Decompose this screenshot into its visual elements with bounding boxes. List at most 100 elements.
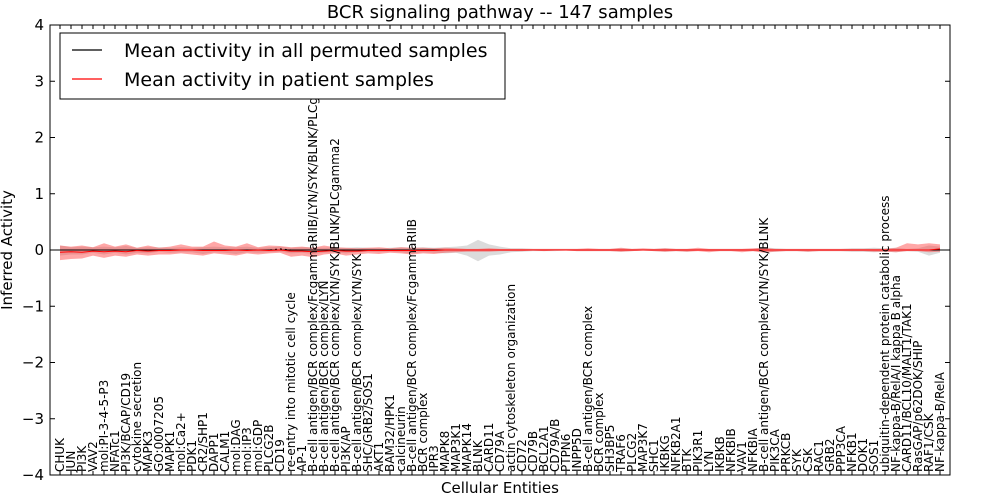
x-category-label: NFKB1	[845, 432, 859, 472]
x-category-label: mol:PI-3-4-5-P3	[97, 380, 111, 472]
x-category-label: MAPK14	[460, 423, 474, 472]
x-category-label: PLCG2B	[262, 425, 276, 472]
x-category-label: PRKCB	[779, 433, 793, 472]
x-category-label: mol:GDP	[251, 420, 265, 472]
x-category-label: TRAF6	[614, 434, 628, 473]
x-axis-ticks	[59, 25, 941, 475]
x-category-label: CSK	[801, 447, 815, 472]
y-tick-label: −2	[22, 354, 44, 372]
x-category-label: actin cytoskeleton organization	[504, 284, 518, 472]
x-category-label: IPR3	[427, 445, 441, 472]
x-category-label: PPP3CA	[834, 425, 848, 472]
legend-label-permuted: Mean activity in all permuted samples	[124, 40, 487, 62]
x-category-label: RAF1/CSK	[922, 412, 936, 472]
band-permuted	[60, 239, 940, 262]
x-category-label: PIK3CA	[768, 428, 782, 472]
x-category-label: CHUK	[53, 437, 67, 472]
chart-title: BCR signaling pathway -- 147 samples	[327, 2, 673, 23]
x-category-label: MAP3K7	[636, 423, 650, 472]
x-category-label: DOK1	[856, 438, 870, 472]
x-category-label: MAPK8	[438, 431, 452, 472]
x-category-label: LYN	[702, 451, 716, 472]
confidence-bands	[60, 239, 940, 262]
x-category-label: BCL2A1	[537, 425, 551, 472]
legend-box	[59, 32, 506, 100]
x-category-label: re-entry into mitotic cell cycle	[284, 292, 298, 472]
x-category-label: BLNK	[471, 439, 485, 472]
x-category-label: SHC1	[647, 439, 661, 472]
x-category-label: calcineurin	[394, 406, 408, 472]
y-tick-label: 1	[34, 185, 44, 203]
y-tick-label: −1	[22, 297, 44, 315]
x-category-label: NFKB2A1	[669, 417, 683, 472]
x-category-label: SH3BP5	[603, 425, 617, 472]
x-category-label: CALM1	[218, 431, 232, 472]
y-tick-label: 2	[34, 129, 44, 147]
x-category-label: BCR complex	[416, 393, 430, 472]
y-tick-label: 3	[34, 72, 44, 90]
x-category-label: BAM32/HPK1	[383, 394, 397, 472]
x-category-label: VAV1	[735, 441, 749, 472]
x-category-label: mol:DAG	[229, 419, 243, 472]
x-axis-category-labels: CHUKJUNPI3KVAV2mol:PI-3-4-5-P3NFATc1PI3K…	[53, 51, 947, 473]
x-category-label: PTPN6	[559, 434, 573, 472]
y-axis: −4 −3 −2 −1 0 1 2 3 4	[22, 16, 950, 484]
y-tick-label: −3	[22, 410, 44, 428]
legend: Mean activity in all permuted samples Me…	[59, 32, 506, 100]
x-category-label: B-cell antigen/BCR complex	[581, 306, 595, 472]
x-category-label: MAPK3	[141, 431, 155, 472]
x-category-label: mol:IP3	[240, 427, 254, 472]
x-category-label: NFKBIB	[724, 428, 738, 472]
x-category-label: PI3K/AP	[339, 426, 353, 472]
x-category-label: GRB2	[823, 438, 837, 472]
x-category-label: CD19	[273, 439, 287, 472]
x-category-label: PI3K	[75, 445, 89, 472]
x-category-label: PLCG2	[625, 433, 639, 472]
y-tick-label: 0	[34, 241, 44, 259]
band-patient	[60, 241, 940, 261]
series-line-patient	[59, 248, 941, 253]
y-tick-label: 4	[34, 16, 44, 34]
x-category-label: NF-kappa-B/RelA/I kappa B alpha	[889, 275, 903, 472]
x-category-label: AKT1	[372, 442, 386, 472]
x-category-label: BCR complex	[592, 393, 606, 472]
x-category-label: NFATc1	[108, 430, 122, 472]
x-category-label: B-cell antigen/BCR complex/LYN/SYK/BLNK	[757, 217, 771, 472]
y-tick-label: −4	[22, 466, 44, 484]
x-category-label: BTK	[680, 447, 694, 472]
x-category-label: JUN	[64, 451, 78, 473]
y-axis-label: Inferred Activity	[0, 190, 16, 310]
x-category-label: mol:Ca2+	[174, 412, 188, 472]
legend-label-patient: Mean activity in patient samples	[124, 69, 434, 91]
x-category-label: B-cell antigen/BCR complex/FcgammaRIIB/L…	[306, 51, 320, 472]
x-category-label: CD79A/B	[548, 419, 562, 472]
x-category-label: IKBKB	[713, 436, 727, 472]
x-category-label: IKBKG	[658, 435, 672, 472]
x-category-label: SHC/GRB2/SOS1	[361, 373, 375, 472]
x-category-label: RasGAP/p62DOK/SHIP	[911, 341, 925, 472]
x-category-label: SOS1	[867, 440, 881, 472]
x-category-label: PI3K/BCAP/CD19	[119, 373, 133, 472]
x-category-label: CARD11/BCL10/MALT1/TAK1	[900, 303, 914, 472]
x-category-label: DAPP1	[207, 433, 221, 472]
x-category-label: MAP3K1	[449, 423, 463, 472]
x-category-label: PIK3R1	[691, 430, 705, 472]
x-category-label: GO:0007205	[152, 396, 166, 472]
x-category-label: B-cell antigen/BCR complex/LYN/SYK/BLNK/…	[328, 138, 342, 472]
x-category-label: VAV2	[86, 441, 100, 472]
x-category-label: CD79B	[526, 431, 540, 472]
x-category-label: AP-1	[295, 445, 309, 472]
x-category-label: NFKBIA	[746, 427, 760, 472]
x-category-label: RAC1	[812, 440, 826, 472]
x-category-label: CD79A	[493, 430, 507, 472]
x-category-label: CD72	[515, 439, 529, 472]
series-lines	[59, 248, 941, 253]
x-category-label: PDK1	[185, 440, 199, 472]
x-category-label: ubiquitin-dependent protein catabolic pr…	[878, 196, 892, 472]
x-category-label: B-cell antigen/BCR complex/LYN/SYK	[350, 252, 364, 472]
x-category-label: NF-kappa-B/RelA	[933, 371, 947, 472]
x-axis-label: Cellular Entities	[441, 479, 559, 497]
x-category-label: CARD11	[482, 423, 496, 472]
x-category-label: SYK	[790, 448, 804, 472]
